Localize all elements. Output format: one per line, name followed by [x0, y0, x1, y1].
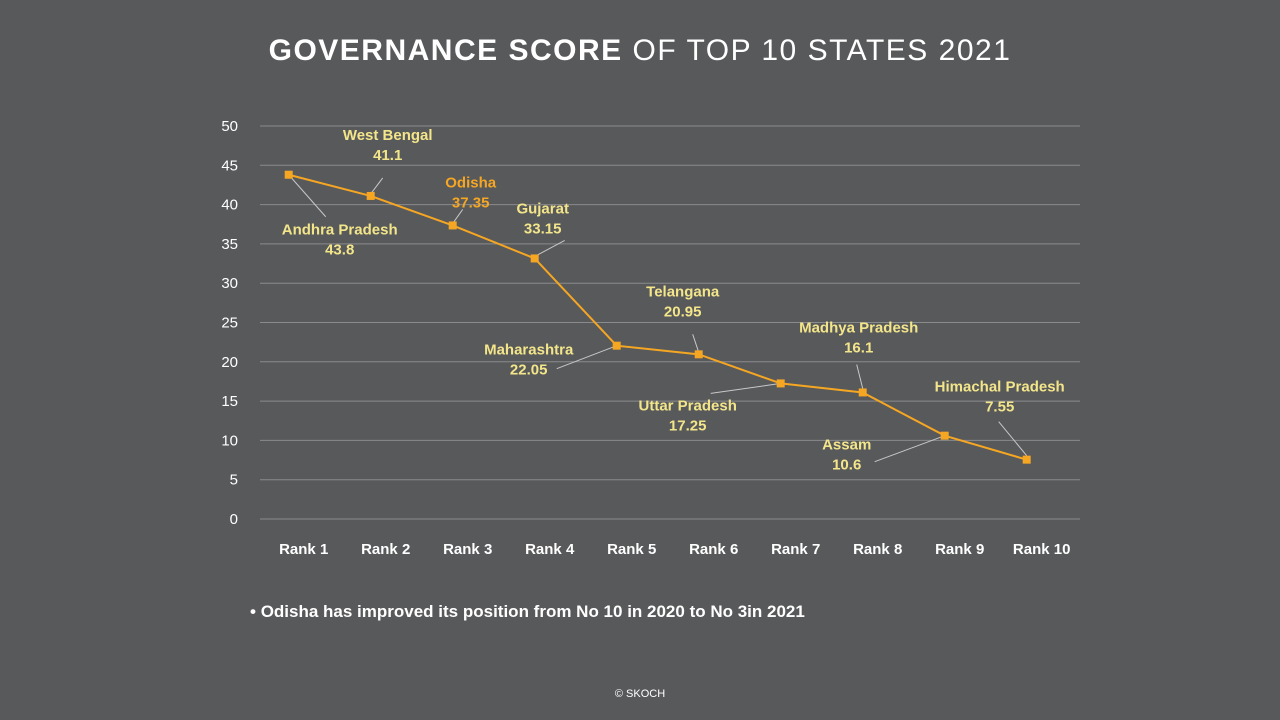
y-tick-label: 10 — [221, 432, 238, 449]
label-leader-line — [556, 345, 617, 370]
data-point-marker — [284, 170, 293, 179]
data-point-marker — [530, 254, 539, 263]
label-leader-line — [874, 435, 945, 463]
data-point-marker — [366, 191, 375, 200]
label-leader-line — [998, 421, 1028, 456]
label-leader-line — [534, 239, 565, 257]
data-label-value: 43.8 — [325, 242, 354, 259]
data-label-value: 33.15 — [524, 220, 562, 237]
data-label-name: West Bengal — [343, 127, 433, 144]
y-tick-label: 40 — [221, 197, 238, 214]
y-tick-label: 25 — [221, 315, 238, 332]
bullet: • — [250, 602, 256, 621]
grid-lines — [260, 125, 1080, 520]
data-label-value: 20.95 — [664, 303, 702, 320]
data-point-marker — [776, 379, 785, 388]
note-text: • Odisha has improved its position from … — [250, 602, 805, 622]
data-markers — [284, 170, 1031, 464]
data-point-marker — [858, 388, 867, 397]
y-tick-label: 5 — [230, 472, 238, 489]
x-tick-label: Rank 9 — [935, 541, 984, 558]
x-tick-label: Rank 2 — [361, 541, 410, 558]
x-tick-label: Rank 6 — [689, 541, 738, 558]
data-label-name: Himachal Pradesh — [935, 379, 1065, 396]
data-label-name: Telangana — [646, 283, 720, 300]
data-label-name: Odisha — [445, 174, 497, 191]
x-tick-label: Rank 7 — [771, 541, 820, 558]
data-label-name: Gujarat — [516, 200, 569, 217]
series-polyline — [288, 173, 1027, 461]
data-label-name: Maharashtra — [484, 342, 574, 359]
y-tick-label: 30 — [221, 275, 238, 292]
data-label-name: Uttar Pradesh — [639, 397, 737, 414]
data-label-value: 22.05 — [510, 362, 548, 379]
data-label-value: 17.25 — [669, 417, 707, 434]
data-label-value: 37.35 — [452, 194, 490, 211]
label-leader-line — [710, 382, 781, 394]
y-axis-ticks: 0 5 10 15 20 25 30 35 40 45 50 — [221, 118, 238, 528]
y-tick-label: 15 — [221, 393, 238, 410]
data-labels: Andhra Pradesh 43.8 West Bengal 41.1 Odisha 3… — [282, 127, 1065, 474]
x-tick-label: Rank 3 — [443, 541, 492, 558]
note-content: Odisha has improved its position from No… — [260, 602, 805, 621]
chart-title-rest: OF TOP 10 STATES 2021 — [632, 34, 1012, 67]
x-tick-label: Rank 10 — [1013, 541, 1071, 558]
series-line — [288, 173, 1027, 461]
x-axis-ticks: Rank 1 Rank 2 Rank 3 Rank 4 Rank 5 Rank 6 Rank… — [279, 541, 1070, 558]
label-leader-line — [370, 177, 384, 195]
data-label-name: Madhya Pradesh — [799, 319, 918, 336]
data-label-value: 10.6 — [832, 457, 861, 474]
copyright-credit: © SKOCH — [614, 688, 666, 700]
chart-title-bold: GOVERNANCE SCORE — [268, 34, 623, 67]
label-leader-line — [288, 174, 327, 218]
y-tick-label: 20 — [221, 354, 238, 371]
data-point-marker — [1022, 455, 1031, 464]
label-leader-lines — [288, 174, 1028, 463]
data-point-marker — [612, 341, 621, 350]
y-tick-label: 0 — [230, 511, 238, 528]
x-tick-label: Rank 5 — [607, 541, 656, 558]
data-label-value: 41.1 — [373, 147, 402, 164]
label-leader-line — [856, 364, 864, 389]
x-tick-label: Rank 4 — [525, 541, 575, 558]
data-label-name: Assam — [822, 437, 871, 454]
label-leader-line — [692, 334, 700, 353]
x-tick-label: Rank 1 — [279, 541, 328, 558]
x-tick-label: Rank 8 — [853, 541, 902, 558]
data-point-marker — [694, 350, 703, 359]
data-label-value: 7.55 — [985, 399, 1014, 416]
data-label-name: Andhra Pradesh — [282, 222, 398, 239]
label-leader-line — [452, 209, 464, 224]
data-point-marker — [448, 221, 457, 230]
data-point-marker — [940, 431, 949, 440]
data-label-value: 16.1 — [844, 339, 873, 356]
y-tick-label: 50 — [221, 118, 238, 135]
y-tick-label: 35 — [221, 236, 238, 253]
chart-title: GOVERNANCE SCORE OF TOP 10 STATES 2021 — [0, 34, 1280, 68]
y-tick-label: 45 — [221, 157, 238, 174]
